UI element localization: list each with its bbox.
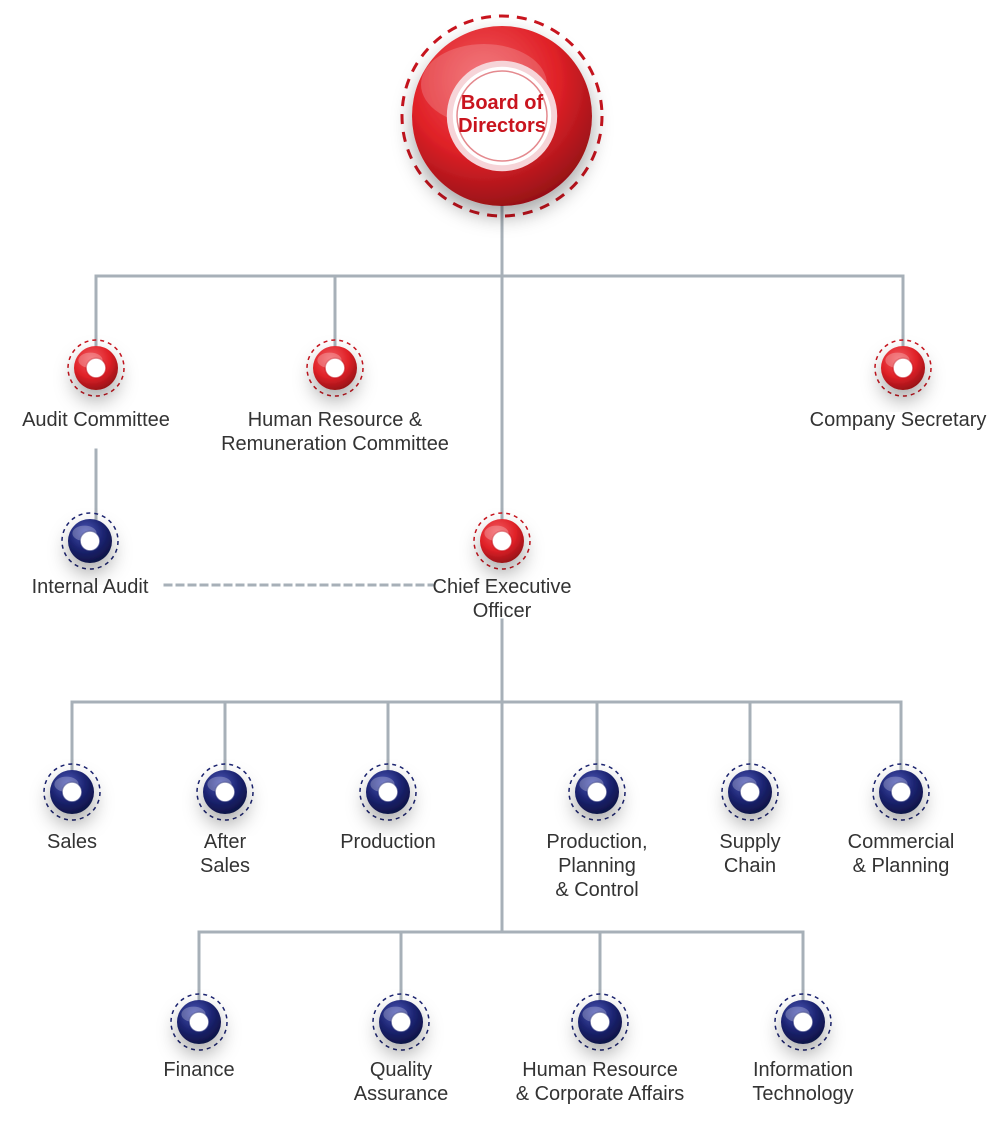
label-board: Board of Directors xyxy=(432,92,572,138)
node-qa xyxy=(373,994,429,1050)
node-finance xyxy=(171,994,227,1050)
label-production: Production xyxy=(308,830,468,854)
node-hr-remuneration xyxy=(307,340,363,396)
node-after-sales xyxy=(197,764,253,820)
label-ceo: Chief Executive Officer xyxy=(402,575,602,623)
label-it: Information Technology xyxy=(713,1058,893,1106)
label-hr-remuneration: Human Resource & Remuneration Committee xyxy=(205,408,465,456)
node-audit-committee xyxy=(68,340,124,396)
node-supply-chain xyxy=(722,764,778,820)
node-it xyxy=(775,994,831,1050)
node-sales xyxy=(44,764,100,820)
label-audit-committee: Audit Committee xyxy=(0,408,196,432)
label-supply-chain: Supply Chain xyxy=(680,830,820,878)
label-ppc: Production, Planning & Control xyxy=(517,830,677,902)
label-internal-audit: Internal Audit xyxy=(0,575,190,599)
node-ceo xyxy=(474,513,530,569)
label-finance: Finance xyxy=(129,1058,269,1082)
node-hr-corp xyxy=(572,994,628,1050)
label-after-sales: After Sales xyxy=(165,830,285,878)
node-company-secretary xyxy=(875,340,931,396)
node-internal-audit xyxy=(62,513,118,569)
label-sales: Sales xyxy=(12,830,132,854)
label-hr-corp: Human Resource & Corporate Affairs xyxy=(490,1058,710,1106)
org-chart-svg xyxy=(0,0,1000,1127)
node-ppc xyxy=(569,764,625,820)
node-comm-plan xyxy=(873,764,929,820)
label-qa: Quality Assurance xyxy=(321,1058,481,1106)
node-production xyxy=(360,764,416,820)
label-company-secretary: Company Secretary xyxy=(788,408,1000,432)
label-comm-plan: Commercial & Planning xyxy=(821,830,981,878)
